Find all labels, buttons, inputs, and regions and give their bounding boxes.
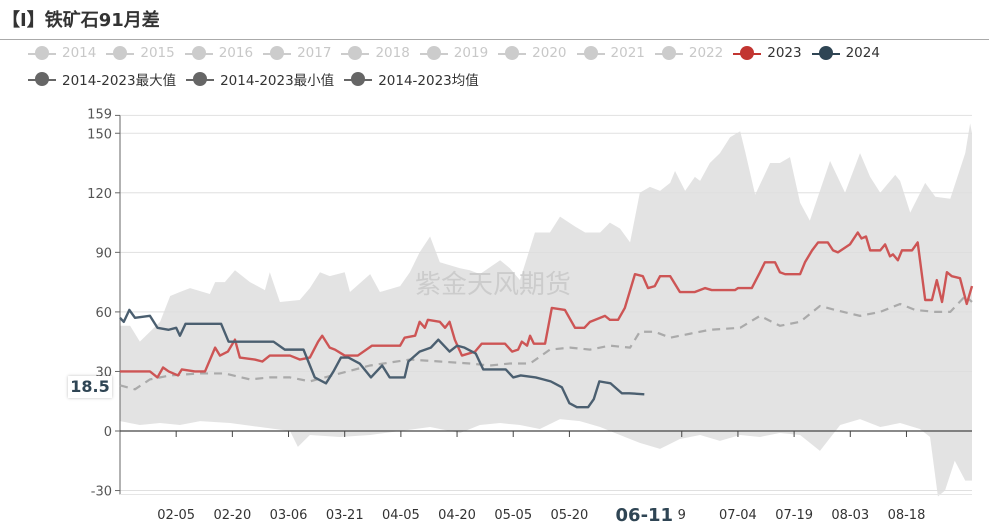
range-band-max-min: [120, 123, 972, 497]
x-tick-label: 02-05: [157, 508, 195, 523]
x-tick-label: 9: [678, 508, 686, 523]
legend-marker-icon: [106, 46, 135, 60]
legend-row-years: 2014 2015 2016 2017 2018 2019 2020 2021 2022 2023…: [28, 44, 880, 62]
legend-marker-icon: [184, 46, 213, 60]
legend-label: 2020: [532, 45, 567, 61]
legend-marker-icon: [341, 46, 370, 60]
legend-item-2014[interactable]: 2014: [28, 44, 96, 62]
y-tick-label: 150: [87, 127, 112, 142]
watermark: 紫金天风期货: [415, 270, 572, 300]
x-tick-label: 03-21: [326, 508, 364, 523]
series-line-2014-2023均值: [119, 294, 973, 391]
x-tick-label: 04-20: [438, 508, 476, 523]
legend-marker-icon: [733, 46, 762, 60]
legend-marker-icon: [576, 46, 605, 60]
legend-label: 2024: [845, 45, 880, 61]
legend-item-2019[interactable]: 2019: [419, 44, 489, 62]
x-tick-label: 07-04: [719, 508, 757, 523]
legend-marker-icon: [186, 72, 215, 86]
x-tick-label: 03-06: [270, 508, 308, 523]
legend-label: 2015: [140, 45, 175, 61]
legend-item-2015[interactable]: 2015: [106, 44, 175, 62]
legend-marker-icon: [654, 46, 683, 60]
legend-label: 2014-2023均值: [378, 73, 479, 89]
x-tick-label: 07-19: [775, 508, 813, 523]
chart-title: 【I】铁矿石91月差: [2, 10, 160, 31]
legend-label: 2014-2023最大值: [62, 73, 177, 89]
x-tick-label: 08-03: [831, 508, 869, 523]
legend-item-2021[interactable]: 2021: [576, 44, 645, 62]
x-tick-label: 04-05: [382, 508, 420, 523]
legend-item-2014-2023最大值[interactable]: 2014-2023最大值: [28, 70, 177, 89]
y-tick-label: 159: [87, 107, 112, 122]
legend-label: 2021: [610, 45, 645, 61]
y-tick-label: 0: [104, 425, 112, 440]
series-line-2023: [120, 231, 974, 379]
legend-item-2014-2023均值[interactable]: 2014-2023均值: [344, 70, 479, 89]
legend-label: 2022: [688, 45, 724, 61]
legend-marker-icon: [28, 72, 56, 86]
legend-item-2017[interactable]: 2017: [263, 44, 331, 62]
x-tick-label: 05-20: [551, 508, 589, 523]
y-tick-label: 60: [95, 306, 112, 321]
legend-row-stats: 2014-2023最大值 2014-2023最小值 2014-2023均值: [28, 70, 479, 89]
legend-label: 2023: [767, 45, 802, 61]
y-tick-label: -30: [91, 485, 112, 500]
x-tick-label: 08-18: [888, 508, 926, 523]
legend-marker-icon: [811, 46, 840, 60]
legend-marker-icon: [344, 72, 373, 86]
y-tick-label: 90: [95, 246, 112, 261]
legend-label: 2014-2023最小值: [220, 73, 335, 89]
x-tick-label: 05-05: [494, 508, 532, 523]
legend-label: 2016: [218, 45, 254, 61]
legend-marker-icon: [28, 46, 56, 60]
legend-label: 2014: [62, 45, 97, 61]
series-line-2024: [119, 308, 645, 409]
legend-label: 2018: [375, 45, 410, 61]
crosshair-x-label: 06-11: [616, 505, 674, 526]
legend-item-2024[interactable]: 2024: [811, 44, 880, 62]
legend-label: 2017: [297, 45, 332, 61]
legend-item-2022[interactable]: 2022: [654, 44, 724, 62]
legend-item-2014-2023最小值[interactable]: 2014-2023最小值: [186, 70, 335, 89]
title-divider: [0, 39, 989, 40]
legend-item-2023[interactable]: 2023: [733, 44, 802, 62]
legend-marker-icon: [263, 46, 292, 60]
x-tick-label: 02-20: [213, 508, 251, 523]
legend-item-2020[interactable]: 2020: [498, 44, 567, 62]
legend-item-2016[interactable]: 2016: [184, 44, 254, 62]
y-tick-label: 120: [87, 187, 112, 202]
legend-marker-icon: [498, 46, 527, 60]
legend-label: 2019: [453, 45, 489, 61]
legend-marker-icon: [419, 46, 448, 60]
legend-item-2018[interactable]: 2018: [341, 44, 410, 62]
crosshair-y-label: 18.5: [68, 376, 112, 398]
